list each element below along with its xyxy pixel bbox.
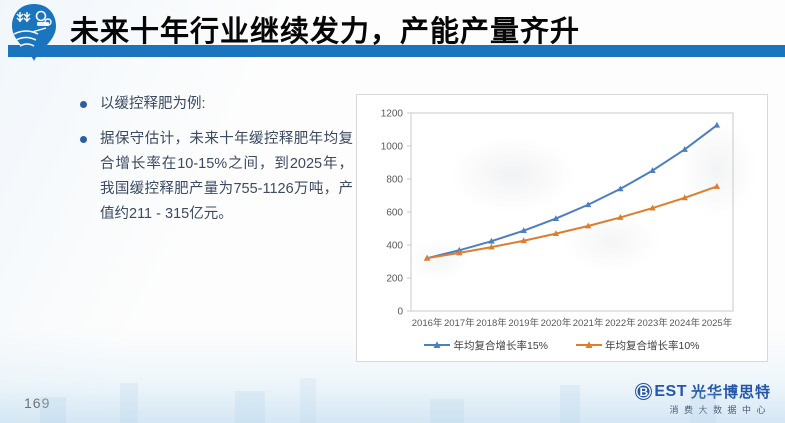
data-point-marker — [552, 215, 560, 221]
x-tick-label: 2025年 — [702, 317, 733, 329]
brand-logo-text: EST — [654, 382, 687, 400]
data-point-marker — [649, 204, 656, 211]
title-underline-bar — [8, 45, 785, 57]
bullet-list: 以缓控释肥为例: 据保守估计，未来十年缓控释肥年均复合增长率在10-15%之间，… — [78, 92, 353, 237]
series-line — [426, 124, 718, 260]
legend-label: 年均复合增长率15% — [453, 339, 548, 352]
data-point-marker — [456, 249, 463, 256]
data-point-marker — [520, 227, 527, 234]
y-tick-label: 0 — [397, 307, 403, 318]
x-tick-label: 2024年 — [669, 317, 700, 329]
brand-tagline: 消费大数据中心 — [669, 405, 771, 415]
x-tick-label: 2023年 — [637, 317, 668, 329]
x-tick-label: 2016年 — [412, 317, 443, 329]
y-tick-label: 800 — [386, 175, 403, 186]
data-point-marker — [488, 243, 495, 250]
bullet-item: 据保守估计，未来十年缓控释肥年均复合增长率在10-15%之间，到2025年，我国… — [78, 127, 353, 227]
bullet-text: 据保守估计，未来十年缓控释肥年均复合增长率在10-15%之间，到2025年，我国… — [100, 131, 353, 222]
x-tick-label: 2022年 — [605, 317, 636, 329]
y-tick-label: 600 — [386, 208, 403, 219]
brand-company-name: 光华博思特 — [690, 384, 771, 401]
legend-item: 年均复合增长率10% — [576, 338, 700, 353]
legend-item: 年均复合增长率15% — [424, 338, 548, 353]
data-point-marker — [423, 254, 431, 261]
legend-marker-icon — [424, 341, 451, 348]
bullet-text: 以缓控释肥为例: — [100, 96, 206, 112]
growth-line-chart: 0 200 400 600 800 1000 1200 2016年 2017年 2018年 2019… — [381, 109, 734, 329]
chart-panel: 0 200 400 600 800 1000 1200 2016年 2017年 2018年 2019… — [356, 94, 768, 362]
bullet-dot-icon — [80, 101, 87, 108]
best-logo-icon: B — [635, 383, 653, 400]
x-tick-label: 2017年 — [444, 317, 475, 329]
legend-marker-icon — [576, 341, 602, 348]
x-tick-label: 2018年 — [476, 317, 507, 329]
data-point-marker — [649, 167, 656, 173]
agriculture-pin-logo-icon — [8, 2, 60, 62]
data-point-marker — [681, 146, 688, 152]
page-number: 169 — [24, 395, 51, 411]
data-point-marker — [520, 237, 527, 244]
y-tick-label: 400 — [386, 241, 403, 252]
data-point-marker — [584, 222, 592, 229]
bullet-item: 以缓控释肥为例: — [78, 92, 353, 117]
data-point-marker — [713, 183, 721, 189]
slide-title: 未来十年行业继续发力，产能产量齐升 — [70, 16, 581, 48]
chart-legend: 年均复合增长率15% 年均复合增长率10% — [357, 337, 767, 353]
brand-logo: B EST 光华博思特 消费大数据中心 — [635, 381, 771, 416]
bullet-dot-icon — [80, 136, 87, 143]
y-tick-label: 1000 — [381, 142, 404, 153]
data-point-marker — [488, 237, 495, 244]
x-tick-label: 2019年 — [508, 317, 539, 329]
legend-label: 年均复合增长率10% — [605, 339, 700, 352]
header: 未来十年行业继续发力，产能产量齐升 — [0, 0, 785, 62]
y-tick-label: 200 — [386, 274, 403, 285]
data-point-marker — [681, 194, 688, 201]
y-tick-label: 1200 — [381, 109, 404, 120]
data-point-marker — [552, 230, 560, 237]
data-point-marker — [584, 201, 592, 208]
data-point-marker — [617, 214, 624, 220]
x-tick-label: 2021年 — [573, 317, 604, 329]
data-point-marker — [713, 121, 721, 128]
series-line — [426, 185, 718, 260]
x-tick-label: 2020年 — [541, 317, 572, 329]
data-point-marker — [617, 185, 624, 192]
